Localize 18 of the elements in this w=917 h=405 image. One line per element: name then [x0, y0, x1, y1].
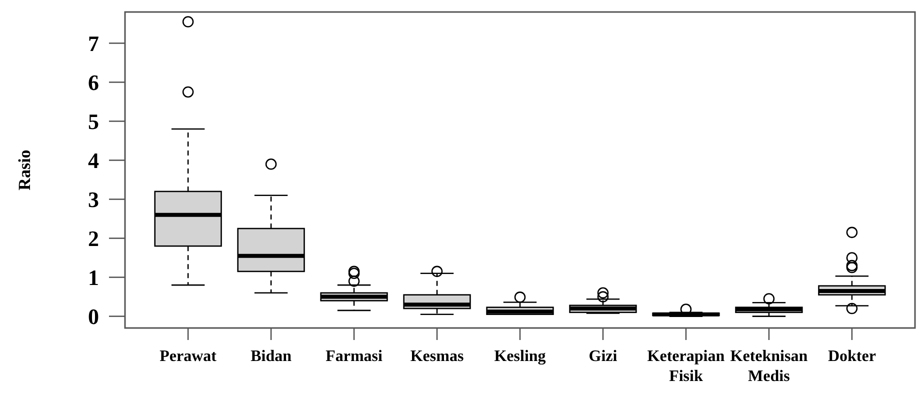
y-tick-label: 0: [88, 304, 99, 329]
y-tick-label: 2: [88, 226, 99, 251]
x-tick-label: Farmasi: [326, 348, 384, 365]
y-axis-title: Rasio: [15, 150, 34, 190]
y-tick-label: 6: [88, 70, 99, 95]
x-tick-label: Gizi: [588, 348, 618, 365]
y-tick-label: 4: [88, 148, 99, 173]
x-tick-label: Keterapian Fisik: [647, 348, 725, 385]
y-tick-label: 1: [88, 264, 99, 290]
y-tick-label: 7: [88, 30, 99, 56]
x-tick-label: Bidan: [250, 348, 292, 365]
x-tick-label: Kesling: [494, 348, 546, 365]
x-tick-label: Kesmas: [410, 348, 464, 365]
y-tick-label: 5: [88, 108, 99, 134]
x-tick-label: Keteknisan Medis: [730, 348, 808, 385]
y-tick-label: 3: [88, 186, 99, 212]
x-tick-label: Perawat: [160, 348, 218, 365]
x-tick-label: Dokter: [828, 348, 876, 365]
